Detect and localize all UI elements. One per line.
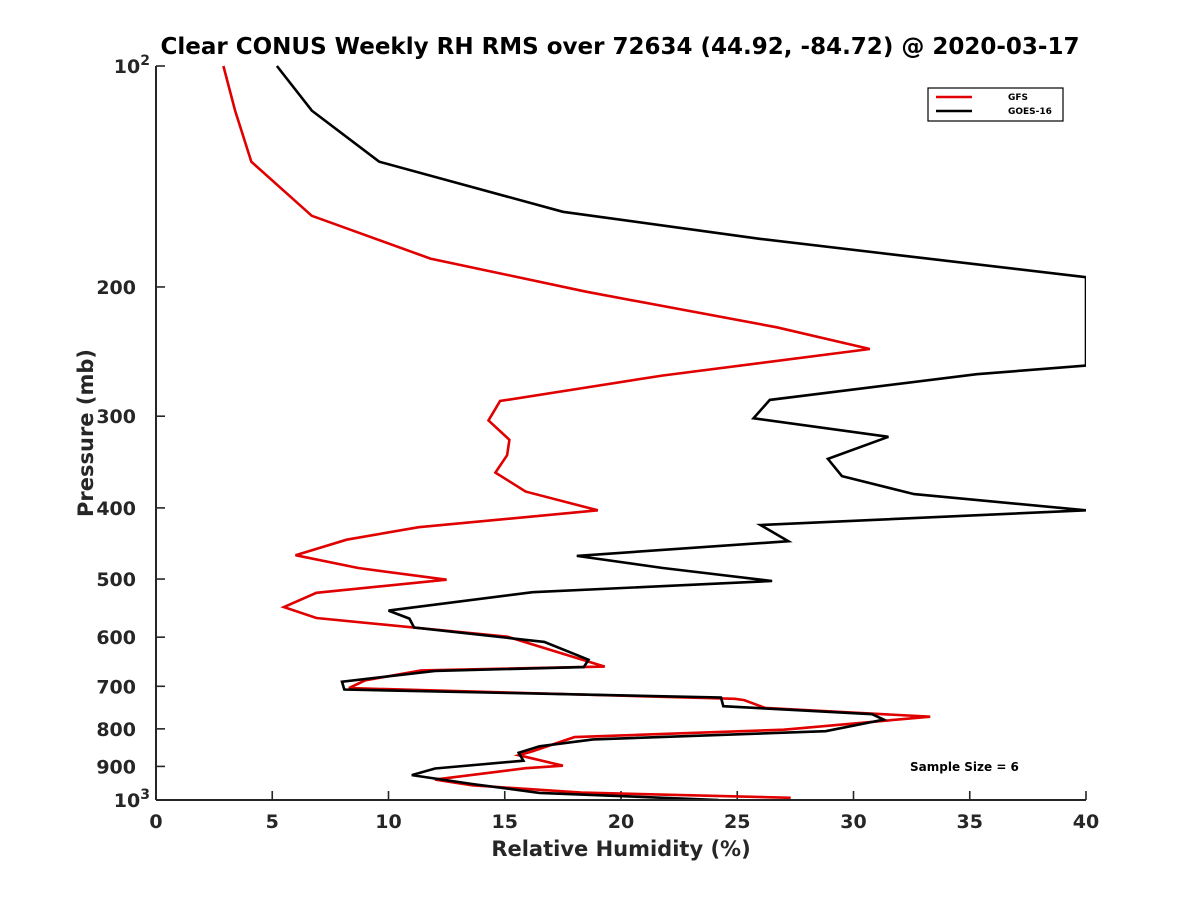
x-tick-label: 10	[375, 811, 401, 833]
plot-area: 102 200 300 400 500 600 700 800 900 103 0 5 10 15 20 2…	[96, 53, 1099, 833]
x-tick-label: 0	[149, 811, 162, 833]
legend-box	[927, 87, 1064, 122]
x-tick-label: 35	[957, 811, 983, 833]
y-tick-label: 800	[96, 719, 136, 741]
y-tick-label: 300	[96, 406, 136, 428]
series-lines	[222, 65, 1086, 801]
sample-size-annotation: Sample Size = 6	[910, 760, 1019, 774]
x-axis-title: Relative Humidity (%)	[491, 837, 750, 861]
x-axis-ticks: 0 5 10 15 20 25 30 35 40	[149, 791, 1099, 833]
x-tick-label: 40	[1073, 811, 1099, 833]
y-axis-title: Pressure (mb)	[74, 349, 98, 517]
series-line-gfs	[222, 65, 931, 800]
legend-label-gfs: GFS	[1008, 93, 1028, 103]
y-tick-label: 600	[96, 627, 136, 649]
y-tick-label: 200	[96, 277, 136, 299]
x-tick-label: 20	[608, 811, 634, 833]
series-line-goes16	[275, 65, 1086, 801]
x-tick-label: 25	[724, 811, 750, 833]
y-tick-label: 900	[96, 756, 136, 778]
y-tick-label: 102	[114, 53, 150, 78]
y-tick-label: 400	[96, 498, 136, 520]
y-tick-label: 500	[96, 569, 136, 591]
y-tick-label: 103	[114, 787, 150, 812]
y-axis-ticks: 102 200 300 400 500 600 700 800 900 103	[96, 53, 165, 812]
axes-background	[156, 66, 1086, 800]
legend-label-goes16: GOES-16	[1008, 107, 1052, 117]
x-tick-label: 5	[266, 811, 279, 833]
chart-title: Clear CONUS Weekly RH RMS over 72634 (44…	[161, 34, 1080, 60]
x-tick-label: 30	[840, 811, 866, 833]
legend: GFS GOES-16	[927, 87, 1064, 122]
x-tick-label: 15	[492, 811, 518, 833]
y-tick-label: 700	[96, 676, 136, 698]
